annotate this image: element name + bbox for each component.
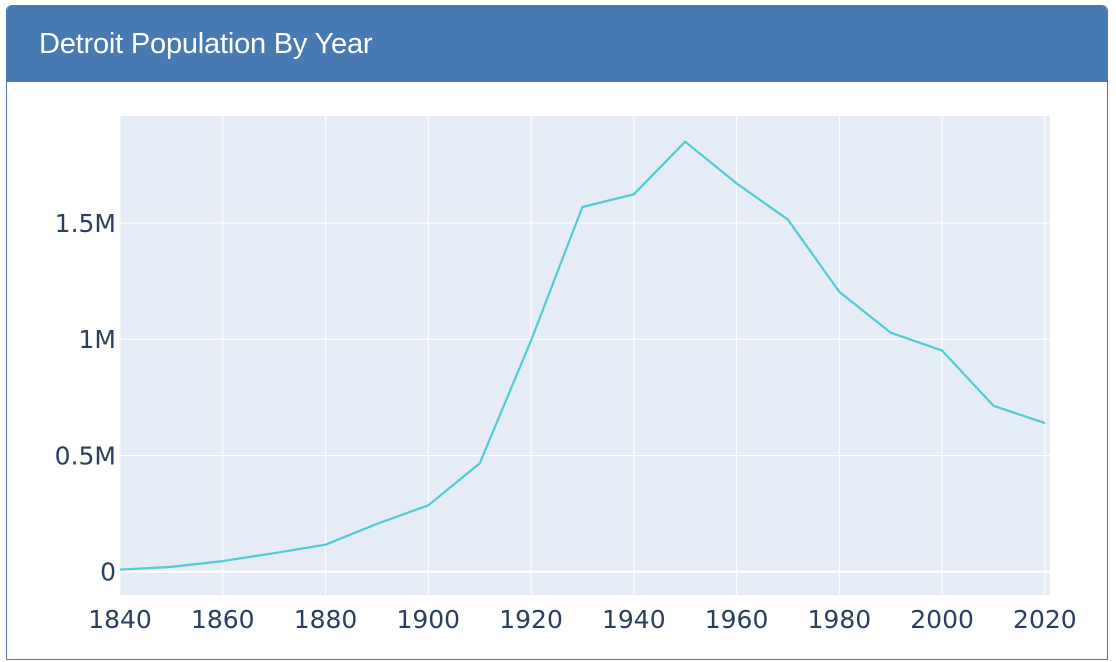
data-point[interactable]	[270, 549, 278, 557]
data-point[interactable]	[681, 138, 689, 146]
x-axis: 1840 1860 1880 1900 1920 1940 1960 1980 2000 2020	[88, 605, 1076, 634]
x-tick-label: 1860	[191, 605, 255, 634]
series-layer	[116, 138, 1049, 574]
data-point[interactable]	[219, 557, 227, 565]
data-point[interactable]	[322, 541, 330, 549]
data-point[interactable]	[733, 179, 741, 187]
x-tick-label: 1940	[602, 605, 666, 634]
data-point[interactable]	[784, 216, 792, 224]
x-tick-label: 1920	[499, 605, 563, 634]
data-point[interactable]	[835, 288, 843, 296]
x-tick-label: 1840	[88, 605, 152, 634]
x-tick-label: 1960	[705, 605, 769, 634]
x-tick-label: 1880	[294, 605, 358, 634]
data-point[interactable]	[424, 501, 432, 509]
data-point[interactable]	[630, 190, 638, 198]
y-tick-label: 1M	[79, 325, 116, 354]
y-gridlines	[120, 222, 1050, 573]
data-point[interactable]	[167, 563, 175, 571]
data-point[interactable]	[476, 459, 484, 467]
x-gridlines	[119, 116, 1046, 595]
data-point[interactable]	[1041, 419, 1049, 427]
chart-panel: Detroit Population By Year 0 0.5M 1M 1.5M 1…	[6, 5, 1108, 660]
y-axis: 0 0.5M 1M 1.5M	[55, 209, 116, 587]
line-chart[interactable]: 0 0.5M 1M 1.5M 1840 1860 1880 1900 1920 1940 1960…	[7, 82, 1107, 660]
y-tick-label: 1.5M	[55, 209, 116, 238]
data-point[interactable]	[578, 203, 586, 211]
series-line[interactable]	[119, 140, 1046, 571]
data-point[interactable]	[373, 520, 381, 528]
panel-header: Detroit Population By Year	[7, 6, 1107, 82]
data-point[interactable]	[527, 337, 535, 345]
y-tick-label: 0	[100, 558, 116, 587]
data-point[interactable]	[887, 329, 895, 337]
x-tick-label: 1900	[396, 605, 460, 634]
y-tick-label: 0.5M	[55, 441, 116, 470]
x-tick-label: 1980	[808, 605, 872, 634]
data-point[interactable]	[989, 402, 997, 410]
x-tick-label: 2000	[910, 605, 974, 634]
chart-area: 0 0.5M 1M 1.5M 1840 1860 1880 1900 1920 1940 1960…	[7, 82, 1107, 660]
x-tick-label: 2020	[1013, 605, 1077, 634]
data-point[interactable]	[116, 566, 124, 574]
plot-background	[120, 116, 1050, 595]
panel-title: Detroit Population By Year	[39, 27, 373, 60]
data-point[interactable]	[938, 347, 946, 355]
